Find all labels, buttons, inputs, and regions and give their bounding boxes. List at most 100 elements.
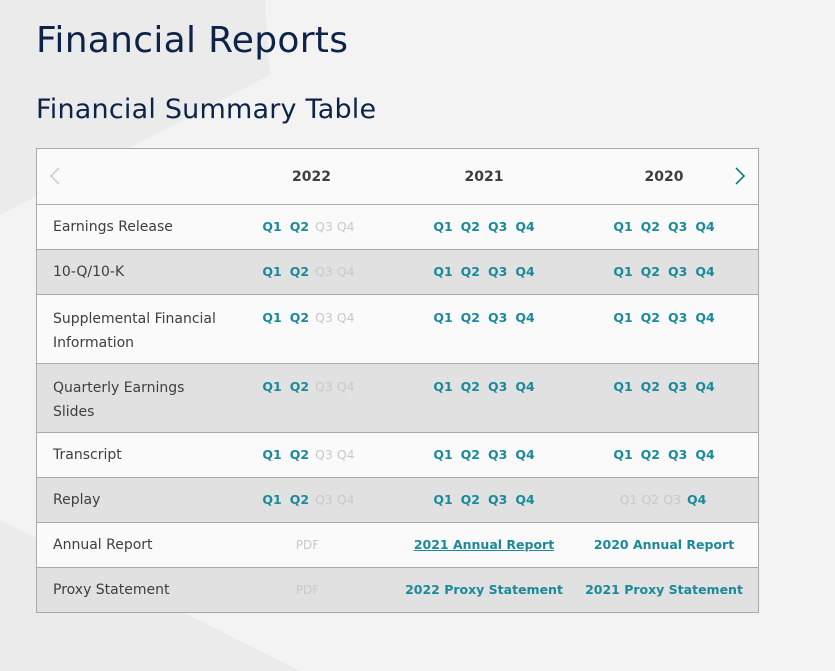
next-year-button[interactable] bbox=[728, 163, 752, 189]
year-header-2021: 2021 bbox=[464, 168, 504, 185]
quarter-link-q2[interactable]: Q2 bbox=[289, 379, 310, 394]
quarter-link-q3[interactable]: Q3 bbox=[488, 264, 508, 279]
prev-year-button[interactable] bbox=[43, 163, 67, 189]
quarter-link-q2[interactable]: Q2 bbox=[289, 492, 310, 507]
quarter-cell-2020: Q1 Q2 Q3 Q4 bbox=[575, 433, 753, 477]
quarter-link-q2[interactable]: Q2 bbox=[460, 310, 480, 325]
quarter-link-q4[interactable]: Q4 bbox=[515, 379, 535, 394]
quarter-link-q1[interactable]: Q1 bbox=[262, 264, 282, 279]
quarter-cell-2022: Q1 Q2 Q3 Q4 bbox=[218, 250, 393, 294]
quarter-cell-2022: Q1 Q2 Q3 Q4 bbox=[218, 364, 393, 432]
proxy-statement-2022-link[interactable]: 2022 Proxy Statement bbox=[405, 582, 563, 597]
quarter-cell-2021: Q1 Q2 Q3 Q4 bbox=[393, 478, 575, 522]
quarter-link-q2[interactable]: Q2 bbox=[460, 492, 480, 507]
quarter-link-q2[interactable]: Q2 bbox=[640, 447, 660, 462]
quarter-link-q4[interactable]: Q4 bbox=[515, 447, 535, 462]
quarter-link-q1[interactable]: Q1 bbox=[613, 379, 633, 394]
quarter-link-q1[interactable]: Q1 bbox=[262, 219, 282, 234]
quarter-link-q3[interactable]: Q3 bbox=[488, 379, 508, 394]
row-label: Transcript bbox=[53, 447, 122, 463]
quarter-link-q3[interactable]: Q3 bbox=[488, 492, 508, 507]
annual-report-2022-pdf: PDF bbox=[295, 538, 320, 552]
quarter-link-q1[interactable]: Q1 bbox=[262, 447, 282, 462]
page-title: Financial Reports bbox=[36, 20, 349, 61]
quarter-link-q3: Q3 bbox=[315, 492, 333, 507]
quarter-link-q2[interactable]: Q2 bbox=[460, 219, 480, 234]
table-row: Transcript Q1 Q2 Q3 Q4 Q1 Q2 Q3 Q4 Q1 Q2 Q3 Q4 bbox=[37, 432, 758, 477]
quarter-link-q2: Q2 bbox=[641, 492, 660, 507]
proxy-statement-2021-link[interactable]: 2021 Proxy Statement bbox=[585, 582, 743, 597]
quarter-cell-2021: Q1 Q2 Q3 Q4 bbox=[393, 364, 575, 432]
quarter-link-q2[interactable]: Q2 bbox=[460, 447, 480, 462]
annual-report-2020-link[interactable]: 2020 Annual Report bbox=[593, 537, 735, 552]
quarter-link-q3[interactable]: Q3 bbox=[668, 219, 688, 234]
quarter-cell-2020: Q1 Q2 Q3 Q4 bbox=[575, 364, 753, 432]
quarter-link-q2[interactable]: Q2 bbox=[460, 379, 480, 394]
quarter-link-q1[interactable]: Q1 bbox=[433, 310, 453, 325]
table-row: Earnings Release Q1 Q2 Q3 Q4 Q1 Q2 Q3 Q4 Q1 Q2 Q3 Q4 bbox=[37, 204, 758, 249]
quarter-link-q4[interactable]: Q4 bbox=[687, 492, 707, 507]
quarter-link-q2[interactable]: Q2 bbox=[640, 310, 660, 325]
quarter-link-q4[interactable]: Q4 bbox=[695, 310, 715, 325]
quarter-link-q4: Q4 bbox=[336, 264, 355, 279]
quarter-link-q4[interactable]: Q4 bbox=[695, 379, 715, 394]
row-label: Supplemental Financial Information bbox=[53, 311, 216, 351]
quarter-link-q4[interactable]: Q4 bbox=[515, 310, 535, 325]
quarter-link-q2[interactable]: Q2 bbox=[640, 219, 660, 234]
table-row: 10-Q/10-K Q1 Q2 Q3 Q4 Q1 Q2 Q3 Q4 Q1 Q2 Q3 Q4 bbox=[37, 249, 758, 294]
quarter-link-q2[interactable]: Q2 bbox=[640, 379, 660, 394]
quarter-link-q1[interactable]: Q1 bbox=[613, 447, 633, 462]
quarter-link-q3[interactable]: Q3 bbox=[488, 447, 508, 462]
proxy-statement-2021-cell: 2022 Proxy Statement bbox=[393, 568, 575, 612]
quarter-link-q1[interactable]: Q1 bbox=[262, 310, 282, 325]
row-label: Annual Report bbox=[53, 537, 153, 553]
quarter-link-q1[interactable]: Q1 bbox=[433, 219, 453, 234]
quarter-link-q3[interactable]: Q3 bbox=[488, 310, 508, 325]
quarter-link-q4: Q4 bbox=[336, 310, 355, 325]
annual-report-2021-link[interactable]: 2021 Annual Report bbox=[413, 537, 555, 552]
quarter-link-q1[interactable]: Q1 bbox=[433, 379, 453, 394]
quarter-link-q3[interactable]: Q3 bbox=[668, 447, 688, 462]
quarter-link-q1[interactable]: Q1 bbox=[613, 219, 633, 234]
quarter-link-q4[interactable]: Q4 bbox=[515, 492, 535, 507]
quarter-link-q2[interactable]: Q2 bbox=[640, 264, 660, 279]
quarter-link-q2[interactable]: Q2 bbox=[289, 264, 310, 279]
quarter-link-q1[interactable]: Q1 bbox=[433, 492, 453, 507]
chevron-left-icon bbox=[49, 167, 60, 185]
quarter-link-q4[interactable]: Q4 bbox=[515, 219, 535, 234]
quarter-link-q1[interactable]: Q1 bbox=[262, 492, 282, 507]
quarter-link-q4[interactable]: Q4 bbox=[695, 219, 715, 234]
row-label: Quarterly Earnings Slides bbox=[53, 380, 185, 420]
quarter-link-q4[interactable]: Q4 bbox=[695, 447, 715, 462]
table-header-row: 2022 2021 2020 bbox=[37, 149, 758, 204]
quarter-link-q3[interactable]: Q3 bbox=[668, 310, 688, 325]
quarter-cell-2020: Q1 Q2 Q3 Q4 bbox=[575, 250, 753, 294]
quarter-link-q2[interactable]: Q2 bbox=[289, 219, 310, 234]
row-label: Replay bbox=[53, 492, 101, 508]
quarter-link-q3[interactable]: Q3 bbox=[668, 264, 688, 279]
quarter-link-q1[interactable]: Q1 bbox=[433, 264, 453, 279]
year-header-2020: 2020 bbox=[644, 168, 684, 185]
quarter-link-q1[interactable]: Q1 bbox=[262, 379, 282, 394]
quarter-link-q4: Q4 bbox=[336, 492, 355, 507]
quarter-link-q2[interactable]: Q2 bbox=[289, 447, 310, 462]
quarter-cell-2022: Q1 Q2 Q3 Q4 bbox=[218, 205, 393, 249]
quarter-link-q3[interactable]: Q3 bbox=[488, 219, 508, 234]
quarter-link-q4[interactable]: Q4 bbox=[695, 264, 715, 279]
quarter-link-q2[interactable]: Q2 bbox=[289, 310, 310, 325]
table-row: Quarterly Earnings Slides Q1 Q2 Q3 Q4 Q1 Q2 Q3 Q… bbox=[37, 363, 758, 432]
row-label: Proxy Statement bbox=[53, 582, 170, 598]
table-row-proxy-statement: Proxy Statement PDF 2022 Proxy Statement… bbox=[37, 567, 758, 612]
quarter-link-q4: Q4 bbox=[336, 219, 355, 234]
quarter-link-q3: Q3 bbox=[315, 310, 333, 325]
quarter-link-q2[interactable]: Q2 bbox=[460, 264, 480, 279]
quarter-link-q1[interactable]: Q1 bbox=[613, 264, 633, 279]
quarter-rows: Earnings Release Q1 Q2 Q3 Q4 Q1 Q2 Q3 Q4 Q1 Q2 Q3 Q4… bbox=[37, 204, 758, 522]
quarter-link-q3[interactable]: Q3 bbox=[668, 379, 688, 394]
quarter-link-q4[interactable]: Q4 bbox=[515, 264, 535, 279]
quarter-cell-2020: Q1 Q2 Q3 Q4 bbox=[575, 478, 753, 522]
quarter-link-q1[interactable]: Q1 bbox=[433, 447, 453, 462]
proxy-statement-2020-cell: 2021 Proxy Statement bbox=[575, 568, 753, 612]
quarter-link-q3: Q3 bbox=[315, 264, 333, 279]
quarter-link-q1[interactable]: Q1 bbox=[613, 310, 633, 325]
